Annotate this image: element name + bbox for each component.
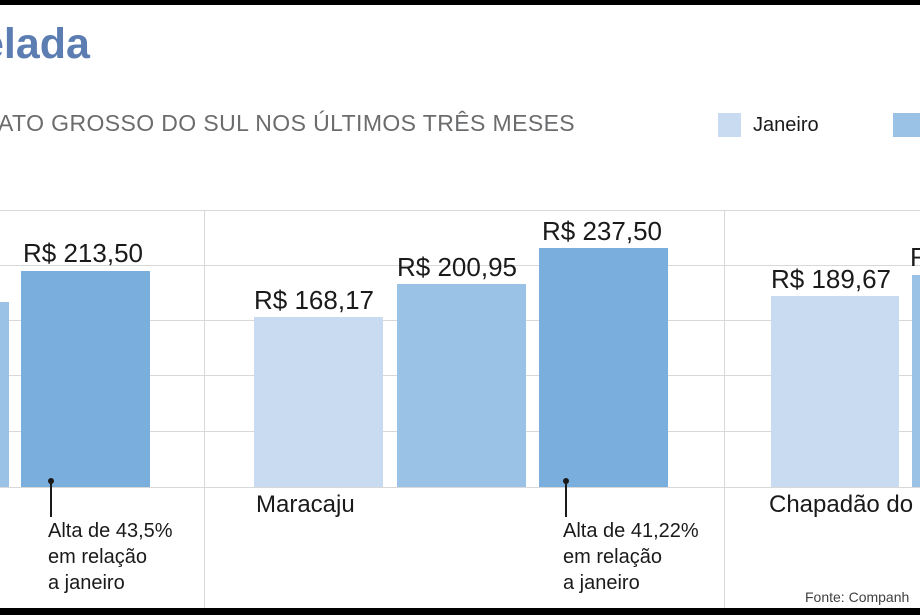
bar-chapadao-janeiro (771, 296, 899, 487)
page-title: elada (0, 20, 90, 68)
page-subtitle: ATO GROSSO DO SUL NOS ÚLTIMOS TRÊS MESES (0, 110, 576, 136)
top-border-bar (0, 0, 920, 5)
source-credit: Fonte: Companh (805, 589, 910, 605)
callout-text-group1: Alta de 43,5% em relação a janeiro (48, 518, 173, 596)
panel-separator (204, 210, 205, 608)
panel-separator (724, 210, 725, 608)
category-label-maracaju: Maracaju (256, 491, 355, 518)
baseline (0, 487, 920, 488)
callout-line (565, 481, 567, 517)
bar-value-label: R$ 189,67 (771, 264, 891, 294)
bar-group1-marco (21, 271, 150, 487)
gridline (0, 210, 920, 211)
bar-value-label: R (910, 242, 920, 272)
callout-text-line: a janeiro (48, 572, 125, 594)
callout-text-line: Alta de 43,5% (48, 520, 173, 542)
callout-text-line: a janeiro (563, 572, 640, 594)
callout-text-line: em relação (48, 546, 147, 568)
bar-maracaju-fevereiro (397, 284, 526, 487)
callout-text-maracaju: Alta de 41,22% em relação a janeiro (563, 518, 699, 596)
bottom-border-bar (0, 608, 920, 615)
bar-value-label: R$ 200,95 (397, 252, 517, 282)
bar-maracaju-janeiro (254, 317, 383, 487)
bar-group1-fevereiro (0, 302, 9, 487)
bar-value-label: R$ 168,17 (254, 285, 374, 315)
category-label-chapadao: Chapadão do S (769, 491, 920, 518)
callout-text-line: Alta de 41,22% (563, 520, 699, 542)
bar-value-label: R$ 237,50 (542, 216, 662, 246)
legend-swatch-fevereiro-icon (893, 113, 920, 137)
legend-swatch-janeiro-icon (718, 113, 741, 137)
bar-maracaju-marco (539, 248, 668, 487)
gridline (0, 265, 920, 266)
bar-chapadao-fevereiro (912, 275, 920, 487)
legend-label-janeiro: Janeiro (753, 114, 819, 136)
callout-text-line: em relação (563, 546, 662, 568)
callout-line (50, 481, 52, 517)
bar-value-label: R$ 213,50 (23, 238, 143, 268)
